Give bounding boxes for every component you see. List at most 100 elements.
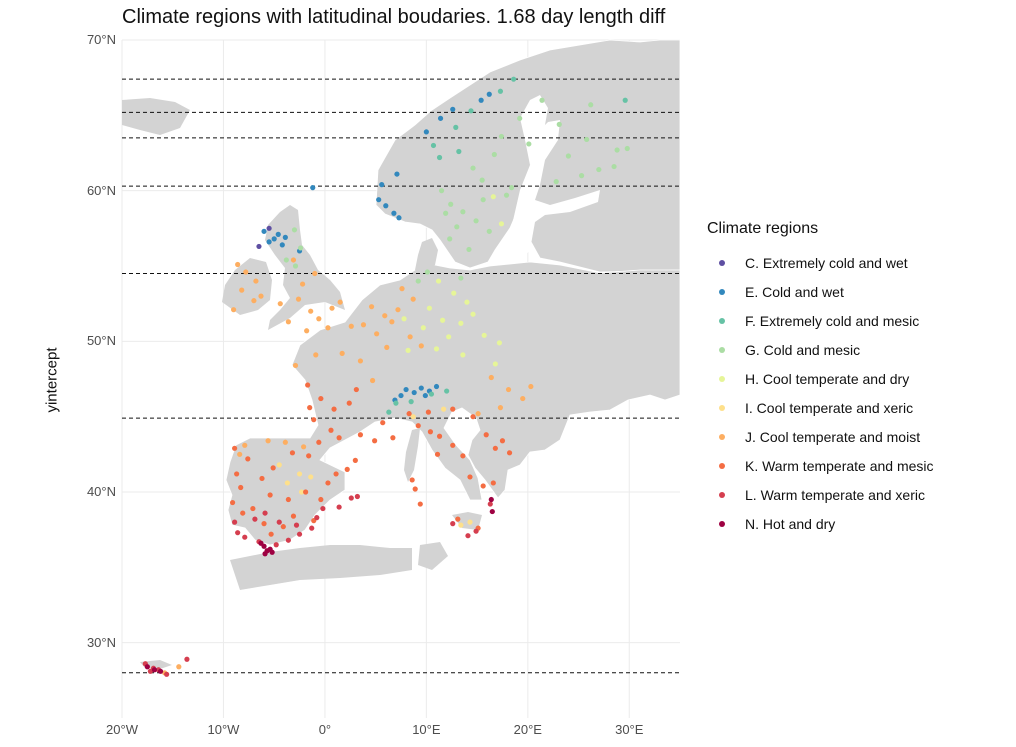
- point-k-3: [311, 417, 317, 423]
- point-l-14: [336, 504, 342, 510]
- point-k-21: [261, 521, 267, 527]
- point-k-12: [307, 405, 313, 411]
- point-k-19: [240, 510, 246, 516]
- point-j-11: [312, 270, 318, 277]
- legend-swatch: [719, 317, 725, 324]
- point-j-5: [295, 296, 302, 302]
- point-g-28: [292, 263, 299, 269]
- point-j-9: [285, 319, 291, 325]
- land-great-britain: [265, 205, 345, 330]
- point-e-13: [275, 231, 281, 237]
- point-e-7: [423, 129, 429, 135]
- point-j-6: [308, 308, 314, 314]
- point-j-33: [369, 377, 376, 384]
- point-e-1: [376, 197, 382, 203]
- point-j-31: [292, 362, 299, 369]
- point-k-51: [506, 450, 513, 456]
- point-j-24: [399, 286, 405, 292]
- point-j-17: [368, 304, 375, 310]
- point-f-8: [428, 391, 435, 397]
- land-sicily: [452, 512, 482, 530]
- point-g-32: [480, 197, 486, 203]
- land-iceland: [122, 98, 190, 135]
- point-g-1: [448, 201, 454, 207]
- legend-label: F. Extremely cold and mesic: [745, 312, 920, 329]
- point-h-15: [498, 221, 505, 227]
- gulf-of-bothnia: [520, 95, 548, 165]
- point-j-38: [475, 411, 481, 417]
- point-j-10: [299, 281, 306, 287]
- point-k-14: [232, 445, 238, 451]
- point-e-11: [486, 91, 492, 97]
- point-j-21: [374, 331, 380, 337]
- point-e-24: [433, 383, 440, 390]
- point-j-12: [290, 257, 297, 263]
- point-j-0: [239, 287, 245, 293]
- point-j-35: [505, 386, 512, 393]
- point-j-27: [418, 343, 424, 349]
- point-k-34: [259, 475, 265, 482]
- point-e-12: [271, 236, 277, 242]
- point-j-14: [325, 325, 331, 331]
- point-j-30: [313, 352, 319, 358]
- legend-swatch: [719, 433, 725, 440]
- point-k-15: [245, 456, 251, 462]
- point-g-7: [491, 151, 497, 158]
- point-h-8: [420, 325, 426, 331]
- point-k-29: [344, 466, 350, 472]
- point-l-20: [487, 501, 493, 507]
- point-n-6: [144, 664, 150, 670]
- legend-label: I. Cool temperate and xeric: [745, 399, 914, 416]
- point-k-11: [353, 386, 359, 393]
- point-j-43: [265, 438, 271, 444]
- point-g-13: [584, 136, 590, 143]
- legend-label: L. Warm temperate and xeric: [745, 486, 925, 503]
- point-j-22: [389, 319, 395, 325]
- point-g-8: [470, 165, 476, 171]
- point-g-17: [588, 102, 594, 108]
- point-k-40: [460, 453, 466, 459]
- point-g-10: [517, 115, 523, 121]
- point-g-6: [479, 177, 485, 183]
- point-f-6: [408, 399, 414, 405]
- point-e-10: [478, 97, 484, 103]
- x-tick-label: 20°W: [106, 722, 138, 737]
- point-k-52: [499, 438, 506, 444]
- point-h-1: [451, 290, 457, 296]
- point-k-18: [229, 499, 236, 506]
- point-g-14: [596, 166, 602, 173]
- point-k-31: [289, 450, 296, 456]
- point-j-13: [277, 301, 283, 307]
- point-k-17: [238, 484, 244, 491]
- chart-title: Climate regions with latitudinal boudari…: [122, 6, 666, 28]
- point-k-53: [483, 432, 489, 438]
- y-tick-label: 50°N: [86, 333, 116, 349]
- point-k-32: [306, 453, 312, 459]
- point-j-45: [176, 664, 182, 670]
- point-k-13: [316, 439, 322, 445]
- point-h-17: [492, 361, 498, 367]
- legend-label: N. Hot and dry: [745, 515, 836, 532]
- point-g-29: [415, 278, 421, 284]
- point-j-37: [497, 405, 504, 411]
- point-l-2: [242, 534, 248, 540]
- point-k-2: [331, 406, 337, 412]
- point-j-36: [520, 395, 526, 402]
- point-i-7: [410, 414, 416, 420]
- point-j-3: [243, 269, 249, 275]
- point-h-5: [458, 320, 464, 326]
- point-g-23: [454, 224, 460, 230]
- point-e-16: [282, 234, 288, 240]
- land-tunisia: [418, 542, 448, 570]
- point-l-8: [314, 515, 320, 521]
- point-j-42: [282, 439, 288, 445]
- point-j-39: [528, 383, 534, 390]
- point-l-18: [465, 533, 471, 539]
- point-l-26: [147, 668, 154, 674]
- point-l-5: [285, 537, 291, 543]
- point-c-0: [256, 243, 262, 250]
- legend-item: E. Cold and wet: [707, 277, 934, 306]
- point-e-14: [266, 239, 272, 245]
- point-k-55: [450, 406, 456, 412]
- point-f-0: [511, 76, 517, 82]
